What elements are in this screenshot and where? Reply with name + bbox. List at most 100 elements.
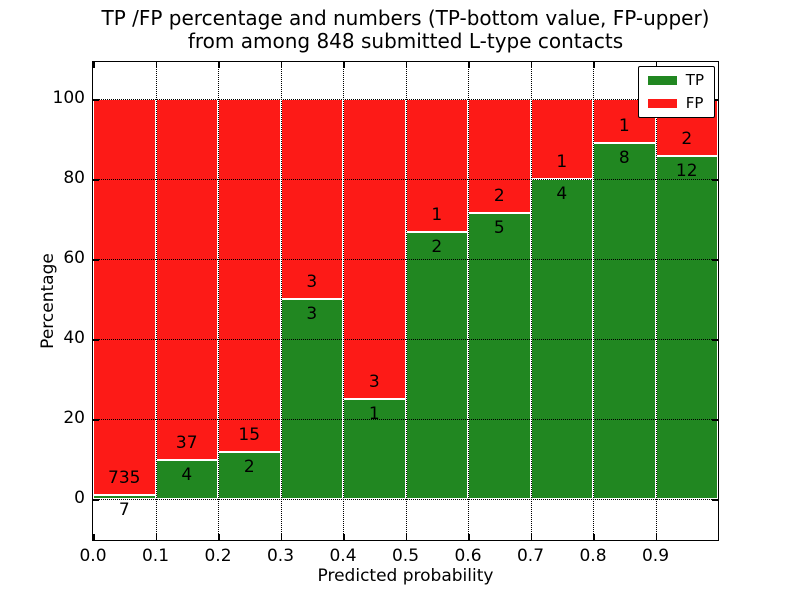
bar-fp-1	[155, 99, 218, 460]
y-tick-label-0: 0	[74, 488, 85, 508]
y-tick-mark	[93, 179, 99, 181]
x-tick-mark-top	[218, 62, 220, 68]
y-tick-mark-right	[712, 419, 718, 421]
gridline-x-0.8	[593, 62, 594, 540]
y-tick-label-20: 20	[63, 408, 85, 428]
bar-count-label-fp-3: 3	[306, 272, 318, 292]
x-tick-label-0.5: 0.5	[391, 546, 420, 566]
legend-entry-tp: TP	[647, 71, 704, 89]
bar-fp-3	[280, 99, 343, 299]
x-axis-label: Predicted probability	[317, 566, 494, 586]
y-tick-mark-right	[712, 339, 718, 341]
x-tick-mark	[530, 534, 532, 540]
bar-count-label-tp-4: 1	[368, 404, 380, 424]
y-tick-label-80: 80	[63, 168, 85, 188]
gridline-x-0.5	[405, 62, 407, 540]
bar-count-label-tp-7: 4	[556, 184, 568, 204]
tp-swatch-icon	[647, 76, 677, 85]
y-tick-label-60: 60	[63, 248, 85, 268]
bar-count-label-tp-8: 8	[618, 148, 630, 169]
bar-count-label-fp-8: 1	[618, 116, 630, 137]
chart-title-line2: from among 848 submitted L-type contacts	[187, 29, 624, 53]
legend-label-fp: FP	[685, 94, 704, 112]
gridline-x-0.3	[280, 62, 282, 540]
bar-count-label-fp-6: 2	[493, 186, 505, 207]
x-tick-label-0.4: 0.4	[329, 546, 357, 566]
y-tick-mark	[93, 99, 99, 101]
x-tick-label-0.7: 0.7	[516, 546, 545, 566]
y-tick-mark	[93, 499, 99, 501]
x-tick-mark-top	[93, 62, 95, 68]
bar-fp-5	[405, 99, 468, 233]
x-tick-mark-top	[468, 62, 470, 68]
bar-fp-4	[343, 99, 406, 399]
gridline-x-0.4	[343, 62, 344, 540]
x-tick-mark	[405, 534, 407, 540]
bar-count-label-tp-3: 3	[306, 304, 318, 324]
bar-tp-5	[405, 232, 468, 499]
x-tick-mark	[218, 534, 220, 540]
x-tick-mark-top	[593, 62, 595, 68]
y-tick-mark	[93, 419, 99, 421]
bar-count-label-fp-2: 15	[238, 424, 261, 445]
x-tick-mark-top	[280, 62, 282, 68]
gridline-x-0.7	[530, 62, 532, 540]
legend: TP FP	[637, 66, 715, 118]
x-tick-mark	[93, 534, 95, 540]
x-tick-mark	[468, 534, 470, 540]
y-tick-mark-right	[712, 259, 718, 261]
bar-tp-4	[343, 399, 406, 499]
y-tick-label-100: 100	[52, 88, 85, 108]
bar-tp-8	[593, 143, 656, 499]
bar-count-label-tp-9: 12	[675, 161, 698, 182]
bar-tp-9	[655, 156, 718, 499]
x-tick-mark-top	[155, 62, 157, 68]
x-tick-label-0.3: 0.3	[266, 546, 295, 566]
bar-count-label-fp-5: 1	[431, 205, 443, 226]
bar-count-label-fp-4: 3	[368, 372, 380, 392]
bar-tp-6	[468, 213, 531, 499]
bar-count-label-tp-2: 2	[243, 456, 255, 477]
x-tick-mark-top	[343, 62, 345, 68]
bar-fp-2	[218, 99, 281, 452]
y-tick-mark	[93, 259, 99, 261]
x-tick-mark-top	[405, 62, 407, 68]
chart-title: TP /FP percentage and numbers (TP-bottom…	[93, 7, 718, 53]
gridline-x-0.1	[155, 62, 157, 540]
bar-tp-3	[280, 299, 343, 499]
x-tick-label-0.9: 0.9	[641, 546, 670, 566]
bar-fp-7	[530, 99, 593, 179]
bar-count-label-fp-7: 1	[556, 152, 568, 172]
x-tick-mark	[655, 534, 657, 540]
x-tick-label-0.1: 0.1	[141, 546, 170, 566]
x-tick-mark	[343, 534, 345, 540]
bar-count-label-fp-0: 735	[108, 468, 141, 489]
bar-tp-1	[155, 459, 218, 499]
bar-count-label-tp-5: 2	[431, 237, 443, 258]
fp-swatch-icon	[647, 99, 677, 108]
x-tick-mark-top	[530, 62, 532, 68]
bar-count-label-fp-9: 2	[681, 129, 693, 150]
x-tick-label-0.0: 0.0	[79, 546, 107, 566]
y-tick-mark-right	[712, 179, 718, 181]
gridline-x-0.9	[655, 62, 657, 540]
x-tick-mark	[280, 534, 282, 540]
plot-area: TP FP 735 7 37 4 15 2 3 3 3 1 1 2 2 5 1 4 1 8 2 12	[93, 62, 718, 540]
legend-label-tp: TP	[685, 71, 704, 89]
chart-title-line1: TP /FP percentage and numbers (TP-bottom…	[101, 6, 710, 30]
gridline-x-0.2	[218, 62, 219, 540]
bar-count-label-fp-1: 37	[175, 432, 198, 453]
y-tick-mark-right	[712, 499, 718, 501]
bar-tp-0	[93, 495, 156, 499]
y-tick-label-40: 40	[63, 328, 85, 348]
bar-fp-0	[93, 99, 156, 496]
y-tick-mark	[93, 339, 99, 341]
x-tick-mark-top	[655, 62, 657, 68]
legend-entry-fp: FP	[647, 94, 704, 112]
bar-count-label-tp-6: 5	[493, 218, 505, 239]
x-tick-label-0.6: 0.6	[454, 546, 482, 566]
bar-count-label-tp-1: 4	[181, 464, 193, 485]
gridline-x-0.6	[468, 62, 469, 540]
x-tick-mark	[155, 534, 157, 540]
x-tick-label-0.8: 0.8	[579, 546, 607, 566]
